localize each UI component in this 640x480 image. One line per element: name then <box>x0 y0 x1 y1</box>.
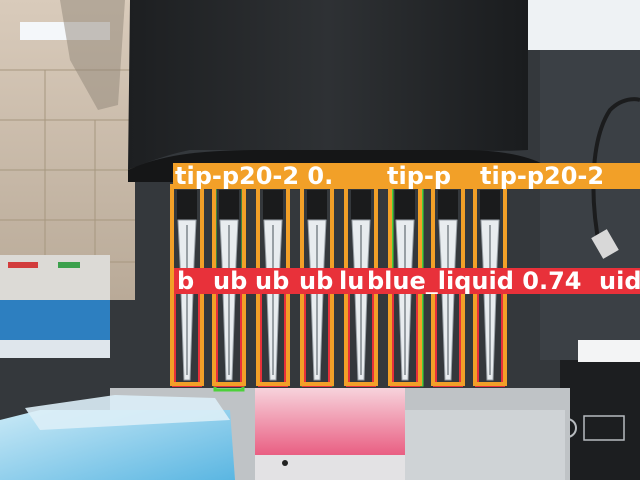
right-background <box>540 50 640 360</box>
equipment-strip <box>0 340 110 358</box>
tip-collar <box>219 190 239 220</box>
liquid-label-1: b <box>175 268 211 294</box>
tip-collar <box>480 190 500 220</box>
pink-reservoir <box>255 388 405 460</box>
blue-box-lid <box>25 395 230 430</box>
liquid-label-3: ub <box>253 268 297 294</box>
pipette-head <box>128 0 528 170</box>
pipette-tip <box>177 190 197 381</box>
tip-label-1: tip-p20-2 0. <box>173 163 385 189</box>
cable <box>591 97 640 251</box>
right-device-top <box>578 340 640 362</box>
tip-label-2: tip-p <box>385 163 485 189</box>
tip-collar <box>307 190 327 220</box>
equipment-top <box>0 255 110 300</box>
liquid-label-2: ub <box>211 268 253 294</box>
liquid-label-6: blue_liquid 0.74 <box>365 268 597 294</box>
equipment-led-red <box>8 262 38 268</box>
right-light <box>528 0 640 50</box>
tip-collar <box>263 190 283 220</box>
reservoir-screw <box>282 460 288 466</box>
pipette-tip <box>395 190 415 381</box>
reservoir-base <box>255 455 405 480</box>
tip-collar <box>177 190 197 220</box>
equipment-led-green <box>58 262 80 268</box>
pipette-tip <box>307 190 327 381</box>
tray-right <box>395 410 565 480</box>
pipette-tip <box>480 190 500 381</box>
tip-collar <box>395 190 415 220</box>
window-frame <box>60 0 125 110</box>
pipette-tip <box>219 190 239 381</box>
usb-plug <box>591 229 619 259</box>
pipette-tip <box>263 190 283 381</box>
tip-collar <box>351 190 371 220</box>
liquid-label-4: ub <box>297 268 337 294</box>
right-device <box>560 360 640 480</box>
tip-label-3: tip-p20-2 <box>478 163 640 189</box>
pipette-tips <box>177 190 500 381</box>
pipette-tip <box>351 190 371 381</box>
tip-collar <box>438 190 458 220</box>
pipette-tip <box>438 190 458 381</box>
liquid-label-7: uid <box>597 268 640 294</box>
liquid-label-5: lu <box>337 268 365 294</box>
device-plate <box>583 415 625 441</box>
